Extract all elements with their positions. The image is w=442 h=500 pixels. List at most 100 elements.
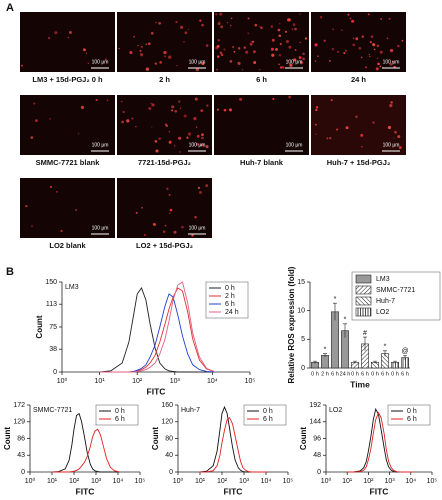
cell-signal (140, 53, 144, 57)
cell-signal (351, 19, 355, 23)
cell-signal (131, 117, 134, 120)
cell-signal (323, 39, 326, 42)
y-tick-label: 80 (165, 435, 173, 442)
y-tick-label: 43 (17, 452, 25, 459)
scale-bar-label: 100 μm (383, 59, 400, 65)
cell-signal (347, 13, 350, 16)
cell-signal (166, 187, 169, 191)
cell-signal (287, 18, 291, 22)
cell-signal (56, 191, 58, 193)
y-tick-label: 0 (317, 469, 321, 476)
cell-signal (83, 48, 86, 52)
x-tick-label: 10¹ (95, 378, 106, 385)
cell-signal (355, 37, 359, 41)
cell-signal (155, 149, 159, 153)
cell-signal (78, 133, 80, 135)
cell-signal (171, 109, 174, 112)
y-tick-label: 0 (53, 369, 57, 376)
cell-signal (397, 135, 401, 139)
cell-signal (141, 206, 143, 209)
cell-signal (228, 108, 232, 112)
cell-signal (220, 25, 224, 29)
x-tick-label: 0 h (371, 371, 379, 377)
cell-signal (243, 46, 247, 49)
image-label: LO2 + 15d-PGJ₂ (136, 241, 193, 250)
cell-signal (218, 20, 221, 23)
cell-signal (217, 22, 221, 26)
cell-signal (289, 63, 293, 67)
cell-signal (259, 26, 261, 28)
cell-signal (176, 65, 178, 67)
cell-signal (393, 65, 396, 69)
x-tick-label: 10¹ (195, 478, 206, 485)
cell-signal (304, 37, 308, 40)
cell-signal (237, 61, 241, 65)
error-bar (383, 350, 387, 357)
cell-signal (314, 60, 317, 62)
x-tick-label: 24 h (340, 371, 351, 377)
histogram-line (347, 411, 413, 473)
y-tick-label: 5 (301, 336, 305, 343)
x-tick-label: 10¹ (47, 478, 58, 485)
cell-signal (379, 50, 383, 54)
cell-signal (174, 110, 177, 113)
image-label: LM3 + 15d-PGJ₂ 0 h (32, 75, 103, 84)
error-bar (403, 355, 407, 360)
cell-signal (397, 44, 400, 48)
cell-signal (219, 51, 222, 54)
cell-signal (168, 140, 172, 144)
cell-signal (199, 19, 202, 22)
cell-signal (162, 230, 166, 233)
scale-bar-label: 100 μm (92, 59, 109, 65)
cell-signal (299, 13, 301, 15)
cell-signal (254, 23, 258, 27)
cell-signal (85, 52, 88, 54)
x-tick-label: 10⁵ (135, 478, 146, 485)
cell-signal (315, 108, 318, 112)
cell-signal (241, 69, 244, 71)
y-tick-label: 38 (49, 346, 57, 353)
cell-signal (216, 68, 218, 71)
significance-mark: @ (401, 348, 408, 355)
cell-signal (175, 20, 178, 24)
cell-signal (377, 62, 380, 66)
legend-label: 6 h (225, 301, 235, 308)
cell-signal (155, 21, 157, 24)
cell-signal (223, 108, 227, 112)
cell-signal (291, 28, 294, 31)
cell-signal (369, 55, 371, 57)
inset-label: Huh-7 (181, 407, 200, 414)
scale-bar-label: 100 μm (92, 225, 109, 231)
x-tick-label: 2 h (321, 371, 329, 377)
cell-signal (302, 52, 305, 56)
cell-signal (137, 44, 139, 47)
cell-signal (215, 13, 218, 16)
x-tick-label: 10² (132, 378, 143, 385)
cell-signal (35, 119, 38, 122)
cell-signal (330, 99, 333, 102)
cell-signal (80, 105, 85, 110)
cell-signal (375, 67, 379, 71)
scale-bar-label: 100 μm (383, 142, 400, 148)
legend-label: 0 h (225, 285, 235, 292)
panel-label: A (6, 2, 14, 14)
image-label: 6 h (256, 75, 267, 84)
cell-signal (233, 50, 236, 53)
cell-signal (387, 125, 392, 130)
cell-signal (60, 229, 63, 233)
legend-label: 0 h (263, 408, 273, 415)
legend-swatch (355, 285, 372, 295)
cell-signal (223, 48, 226, 51)
image-label: Huh-7 + 15d-PGJ₂ (327, 158, 391, 167)
cell-signal (275, 48, 278, 51)
cell-signal (95, 98, 98, 102)
legend-label: 0 h (115, 408, 125, 415)
cell-signal (200, 143, 204, 147)
cell-signal (229, 60, 233, 63)
cell-signal (284, 30, 287, 33)
cell-signal (259, 68, 261, 71)
error-bar (343, 323, 347, 338)
cell-signal (358, 47, 362, 50)
